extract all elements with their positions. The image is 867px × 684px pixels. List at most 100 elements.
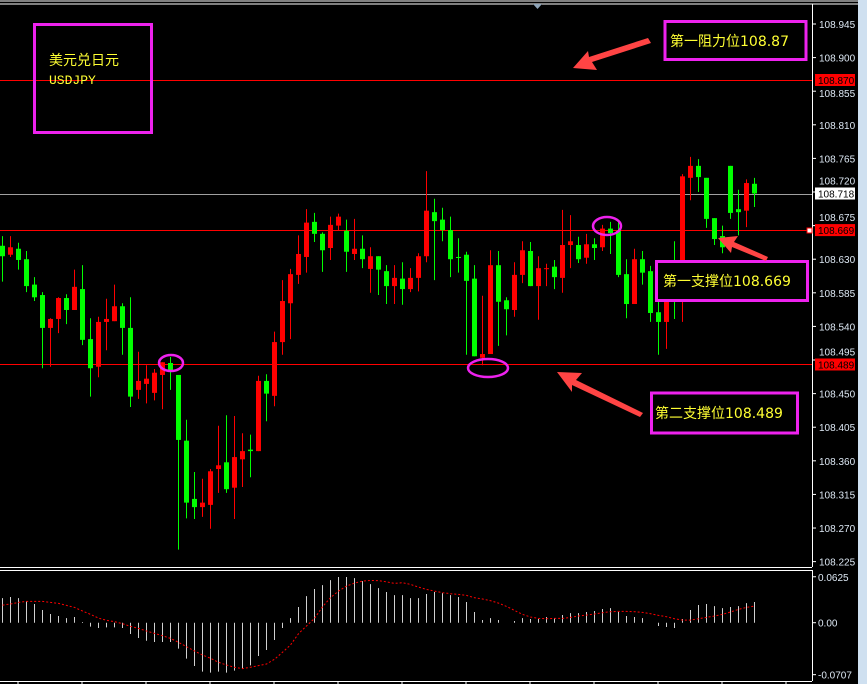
candle xyxy=(576,236,581,263)
candle xyxy=(752,177,757,207)
candle-body xyxy=(216,465,221,470)
candle-body xyxy=(712,218,717,240)
candle-body xyxy=(96,321,101,367)
candle xyxy=(304,209,309,273)
price-tick-label: 108.360 xyxy=(819,457,856,468)
candle xyxy=(744,179,749,228)
candle xyxy=(512,262,517,317)
resistance-1-annotation: 第一阻力位108.87 xyxy=(663,20,808,61)
candle xyxy=(704,177,709,228)
candle xyxy=(312,212,317,243)
candle-body xyxy=(408,277,413,290)
candle xyxy=(280,280,285,355)
candle-body xyxy=(680,176,685,296)
candle-body xyxy=(224,462,229,490)
price-tag-label: 108.870 xyxy=(818,76,855,87)
candle xyxy=(8,236,13,257)
candle-body xyxy=(16,248,21,260)
candle-body xyxy=(240,451,245,460)
candle-body xyxy=(520,250,525,275)
candle-body xyxy=(584,244,589,258)
level-price-tag: 108.489 xyxy=(815,358,855,371)
highlight-circle xyxy=(157,353,185,373)
candle xyxy=(64,294,69,325)
candle-body xyxy=(296,253,301,275)
candle xyxy=(320,232,325,272)
candle-body xyxy=(568,241,573,246)
candle-body xyxy=(208,471,213,505)
candle-body xyxy=(144,378,149,384)
candle-body xyxy=(480,354,485,358)
candle-body xyxy=(552,266,557,278)
candle-body xyxy=(488,265,493,355)
candle-body xyxy=(136,380,141,390)
candle-body xyxy=(384,271,389,287)
support-1-label: 第一支撑位108.669 xyxy=(663,273,791,290)
candle xyxy=(48,318,53,367)
candle-body xyxy=(344,230,349,252)
candle xyxy=(176,374,181,550)
candle-body xyxy=(112,306,117,322)
candle xyxy=(352,218,357,260)
price-tag-bg xyxy=(815,74,855,87)
price-tick-label: 108.945 xyxy=(819,20,856,31)
candle xyxy=(168,357,173,390)
candle xyxy=(520,241,525,284)
candle xyxy=(728,165,733,219)
candle-body xyxy=(272,342,277,396)
level-lines xyxy=(0,80,812,365)
chart-shift-marker-icon[interactable] xyxy=(533,4,542,9)
highlight-circle xyxy=(466,357,510,379)
candle xyxy=(464,251,469,355)
price-tick-label: 108.540 xyxy=(819,322,856,333)
candle-body xyxy=(192,498,197,508)
candle-body xyxy=(424,210,429,257)
price-tick-label: 108.855 xyxy=(819,89,856,100)
candle xyxy=(24,250,29,293)
candle-body xyxy=(248,449,253,452)
candle xyxy=(216,425,221,493)
price-tag-bg xyxy=(815,224,855,237)
candle xyxy=(0,236,5,282)
candle-body xyxy=(72,286,77,310)
candle xyxy=(144,365,149,404)
candle-body xyxy=(616,230,621,275)
candle xyxy=(488,250,493,355)
candle-body xyxy=(360,248,365,260)
candle-body xyxy=(0,245,5,257)
candle-body xyxy=(152,372,157,393)
candle xyxy=(456,238,461,273)
candle xyxy=(384,265,389,305)
candle xyxy=(400,262,405,305)
candle-body xyxy=(376,256,381,270)
candle xyxy=(360,235,365,269)
candle-body xyxy=(664,286,669,322)
candle xyxy=(584,233,589,264)
candle-body xyxy=(56,298,61,319)
candle-body xyxy=(744,183,749,211)
price-tick-label: 108.900 xyxy=(819,54,856,65)
level-line-handle[interactable] xyxy=(806,227,813,234)
macd-signal-line xyxy=(2,579,755,670)
candle xyxy=(208,469,213,529)
candle-body xyxy=(312,221,317,234)
symbol-title-cn: 美元兑日元 xyxy=(49,53,119,69)
candle xyxy=(80,265,85,346)
candle-body xyxy=(648,271,653,313)
candle xyxy=(640,250,645,285)
candle xyxy=(712,218,717,246)
candle-body xyxy=(256,380,261,452)
candle-body xyxy=(328,224,333,249)
candle-body xyxy=(24,259,29,287)
arrow-icon xyxy=(718,236,768,261)
support-2-label: 第二支撑位108.489 xyxy=(655,405,783,422)
candle xyxy=(592,238,597,260)
macd-tick-label: 0.00 xyxy=(818,619,838,630)
candle xyxy=(336,213,341,231)
price-tick-label: 108.405 xyxy=(819,423,856,434)
resistance-1-label: 第一阻力位108.87 xyxy=(670,33,789,50)
candle xyxy=(536,256,541,320)
candle xyxy=(472,265,477,357)
candle xyxy=(608,221,613,254)
candle-body xyxy=(80,289,85,340)
